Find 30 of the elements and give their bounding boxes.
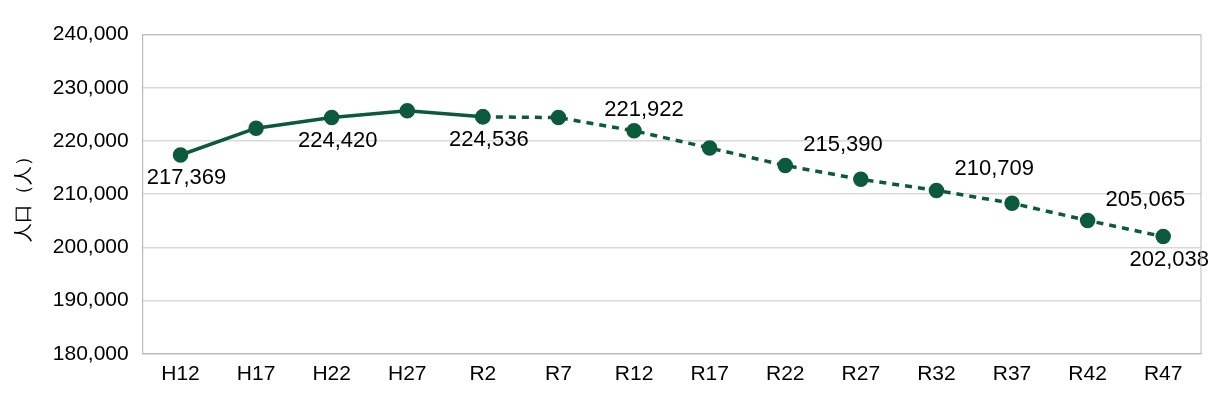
x-tick-label: H27 bbox=[388, 361, 427, 385]
y-axis-title: 人口（人） bbox=[11, 146, 33, 242]
y-tick-label: 190,000 bbox=[52, 287, 129, 311]
x-tick-label: R17 bbox=[690, 361, 729, 385]
x-tick-label: R22 bbox=[765, 361, 805, 385]
x-tick-label: H22 bbox=[312, 361, 351, 385]
x-tick-label: R2 bbox=[469, 361, 497, 385]
x-tick-label: H12 bbox=[161, 361, 200, 385]
x-tick-label: R47 bbox=[1143, 361, 1183, 385]
y-tick-label: 240,000 bbox=[52, 21, 129, 45]
x-tick-label: R27 bbox=[841, 361, 881, 385]
data-label: 221,922 bbox=[604, 95, 684, 121]
data-label: 205,065 bbox=[1105, 185, 1186, 211]
data-label: 210,709 bbox=[954, 155, 1034, 181]
y-tick-label: 230,000 bbox=[52, 74, 129, 98]
y-tick-label: 180,000 bbox=[52, 340, 129, 364]
y-tick-label: 220,000 bbox=[52, 127, 129, 151]
x-tick-label: R32 bbox=[917, 361, 956, 385]
x-tick-label: R12 bbox=[614, 361, 654, 385]
data-label: 215,390 bbox=[803, 130, 883, 156]
data-label: 217,369 bbox=[146, 164, 227, 190]
y-tick-label: 200,000 bbox=[52, 234, 129, 258]
data-label: 202,038 bbox=[1129, 245, 1209, 271]
data-label: 224,420 bbox=[297, 126, 378, 152]
x-tick-label: R42 bbox=[1068, 361, 1107, 385]
x-tick-label: H17 bbox=[236, 361, 276, 385]
x-tick-label: R37 bbox=[992, 361, 1032, 385]
data-label: 224,536 bbox=[449, 125, 529, 151]
y-tick-label: 210,000 bbox=[52, 181, 129, 204]
x-tick-label: R7 bbox=[545, 361, 572, 385]
